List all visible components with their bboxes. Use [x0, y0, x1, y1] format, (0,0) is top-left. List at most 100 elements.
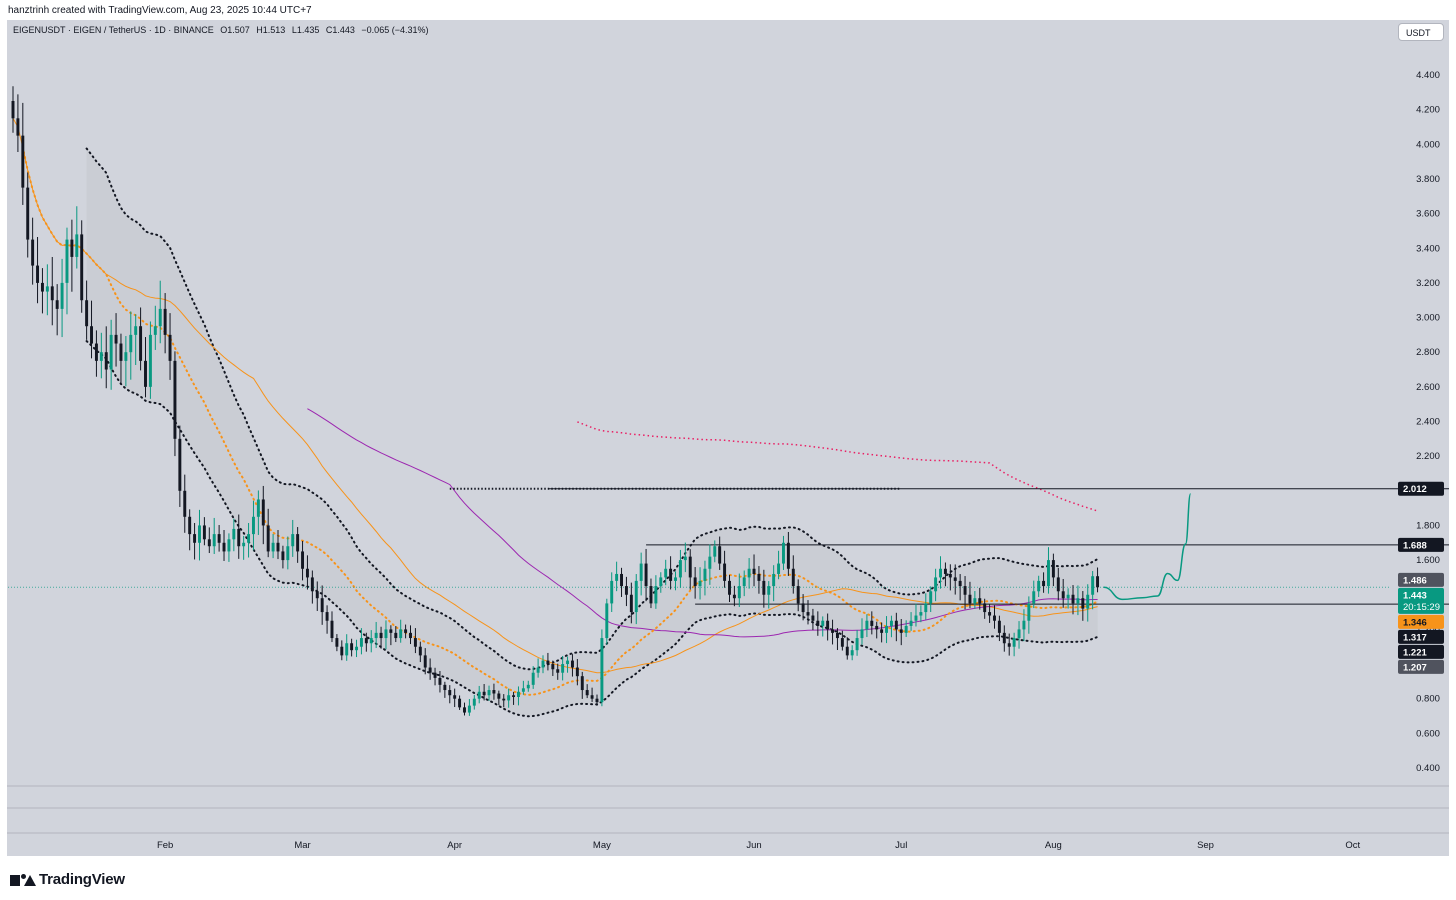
candle-body	[855, 638, 859, 651]
candle-body	[296, 534, 300, 552]
candle-body	[399, 629, 403, 639]
candle-body	[551, 664, 555, 670]
candle-body	[811, 615, 815, 621]
candle	[698, 567, 702, 600]
channel-upper-dotted	[85, 147, 1099, 671]
ma-orange-solid	[12, 118, 1098, 674]
candle-body	[178, 438, 182, 491]
candle	[620, 567, 623, 597]
candle	[919, 605, 923, 623]
candle-body	[664, 568, 668, 578]
candle	[379, 626, 383, 649]
price-tick-label: 0.400	[1416, 763, 1440, 774]
candle	[153, 305, 157, 350]
candle-body	[531, 672, 535, 685]
candle	[983, 598, 987, 619]
candle-body	[943, 568, 947, 574]
candle-body	[1056, 577, 1060, 592]
candle	[909, 612, 913, 631]
candle-body	[899, 629, 903, 633]
price-tick-label: 4.400	[1416, 70, 1440, 81]
currency-unit-button[interactable]: USDT	[1398, 23, 1444, 41]
candle	[718, 536, 722, 570]
candle-body	[70, 239, 74, 257]
candle	[772, 565, 776, 602]
candle	[880, 622, 884, 643]
candle	[742, 570, 746, 597]
candle-body	[728, 580, 731, 595]
candle	[914, 603, 918, 627]
candle	[109, 319, 113, 390]
candle	[1027, 596, 1031, 634]
footer: TradingView	[10, 869, 125, 889]
candle-body	[850, 650, 854, 656]
candle	[458, 695, 462, 710]
candle	[85, 280, 89, 340]
candle-body	[153, 326, 157, 335]
candle	[80, 220, 84, 313]
candle-body	[600, 638, 604, 703]
candle	[433, 667, 437, 686]
candle-body	[1071, 594, 1075, 604]
candle-body	[26, 187, 30, 240]
candle	[958, 574, 962, 601]
projected-path	[1103, 493, 1192, 601]
candle	[227, 533, 231, 562]
candle	[561, 655, 565, 681]
candle-body	[1027, 603, 1031, 621]
legend-symbol: EIGENUSDT · EIGEN / TetherUS · 1D · BINA…	[13, 25, 214, 35]
candle-body	[301, 551, 305, 569]
candle	[423, 648, 427, 675]
candle	[173, 351, 177, 457]
candle	[811, 608, 815, 631]
price-label-box	[1398, 614, 1444, 629]
channel-lower-dotted	[85, 340, 1099, 718]
price-tick-label: 4.000	[1416, 139, 1440, 150]
price-label-value: 1.207	[1403, 662, 1427, 673]
price-label-value: 1.688	[1403, 540, 1427, 551]
candle	[943, 562, 947, 587]
target-projection	[1103, 493, 1192, 601]
candle	[777, 550, 781, 580]
candle	[664, 559, 668, 586]
candle-body	[227, 539, 231, 552]
price-label-orange: 1.346	[1398, 614, 1444, 629]
candle	[953, 564, 957, 595]
candle-body	[158, 308, 162, 327]
candle	[364, 632, 368, 652]
candle	[104, 326, 108, 389]
candle	[1066, 588, 1070, 609]
price-tick-label: 1.600	[1416, 555, 1440, 566]
candle-body	[914, 615, 918, 621]
candle-body	[423, 655, 427, 668]
candle-body	[570, 660, 574, 668]
candle-body	[894, 620, 898, 630]
candle	[580, 671, 584, 699]
candle-body	[85, 300, 89, 327]
candle	[821, 616, 825, 637]
candle	[129, 311, 133, 380]
candle	[305, 555, 309, 590]
candle-body	[777, 563, 781, 574]
candle-body	[114, 334, 118, 344]
candle	[256, 490, 260, 535]
candle-body	[31, 239, 35, 266]
candle	[399, 619, 403, 643]
candle	[649, 578, 653, 609]
candle	[703, 560, 707, 596]
price-label-black: 1.688	[1398, 537, 1444, 552]
candle-body	[796, 586, 800, 604]
legend-open: O1.507	[220, 25, 250, 35]
candle	[301, 540, 305, 581]
price-label-box	[1398, 587, 1444, 614]
candle-body	[634, 580, 638, 613]
candle-body	[359, 638, 363, 647]
candle-body	[335, 638, 339, 647]
candle	[894, 612, 898, 642]
candle	[551, 660, 555, 676]
candle-body	[988, 612, 992, 616]
price-label-value: 1.486	[1403, 575, 1427, 586]
candle	[875, 621, 879, 639]
candle-body	[310, 577, 314, 592]
